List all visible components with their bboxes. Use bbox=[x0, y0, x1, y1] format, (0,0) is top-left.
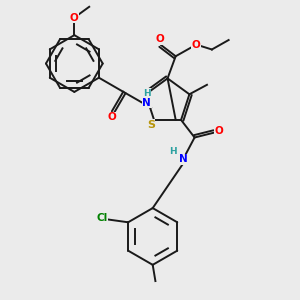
Text: O: O bbox=[70, 13, 79, 22]
Text: O: O bbox=[155, 34, 164, 44]
Text: O: O bbox=[214, 126, 223, 136]
Text: O: O bbox=[107, 112, 116, 122]
Text: S: S bbox=[147, 120, 155, 130]
Text: Cl: Cl bbox=[96, 213, 107, 223]
Text: N: N bbox=[142, 98, 151, 108]
Text: N: N bbox=[179, 154, 188, 164]
Text: H: H bbox=[143, 88, 151, 98]
Text: O: O bbox=[191, 40, 200, 50]
Text: H: H bbox=[169, 146, 177, 155]
